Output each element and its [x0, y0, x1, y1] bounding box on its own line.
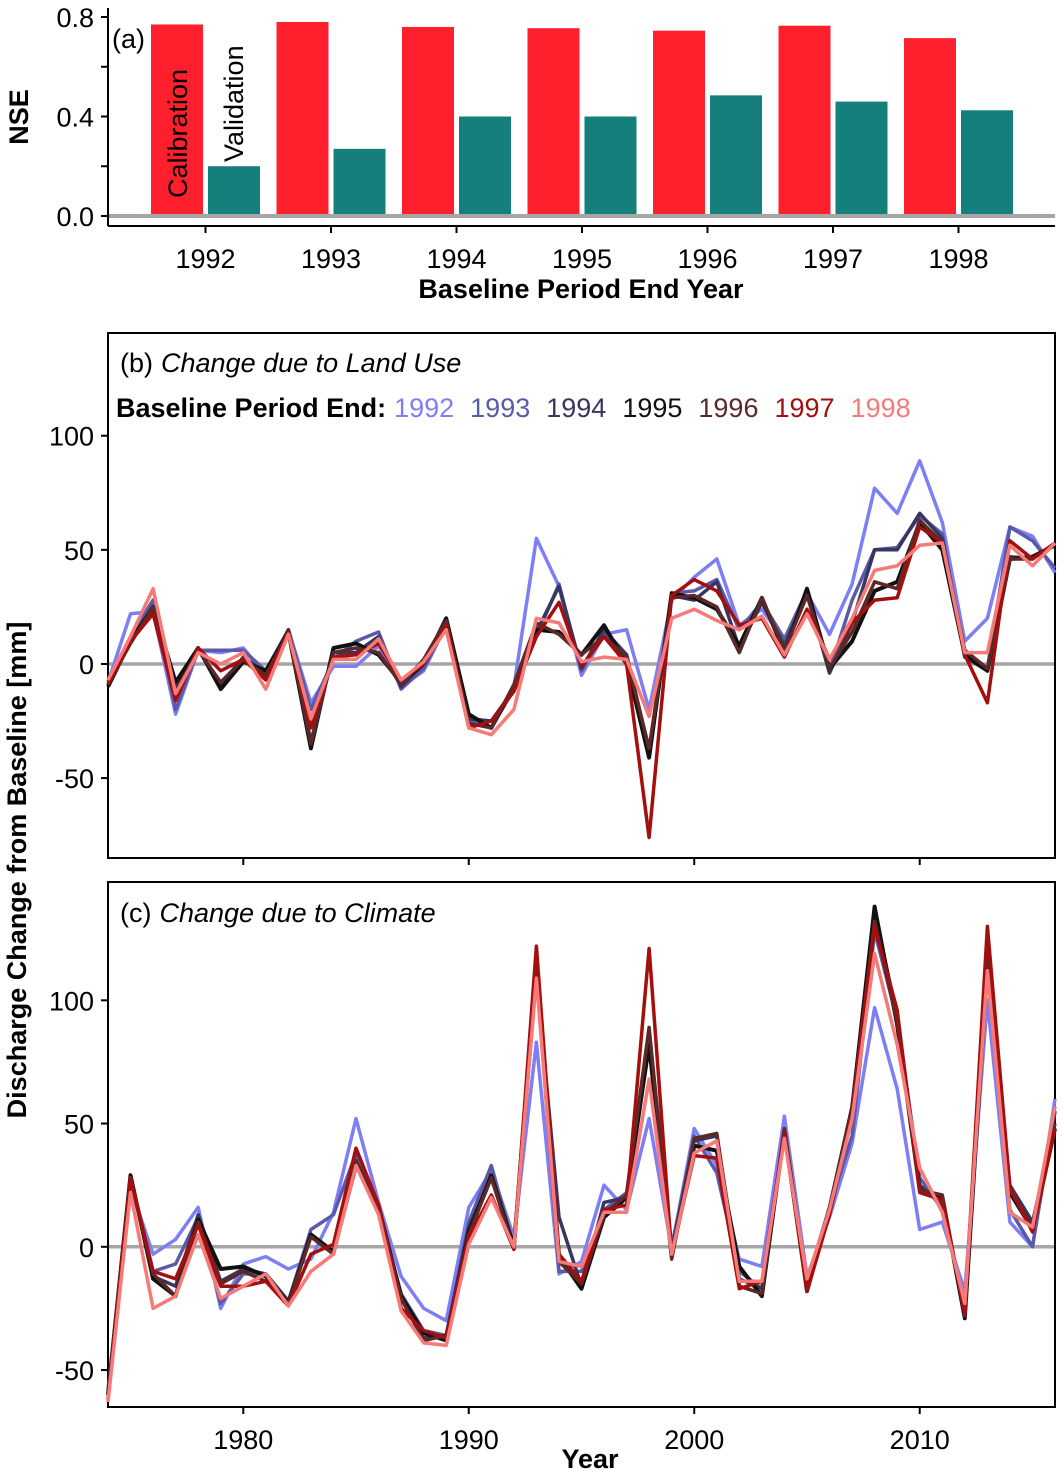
y-tick-label-0.8: 0.8: [56, 3, 94, 33]
x-tick-label-1995: 1995: [552, 244, 612, 274]
legend-item-1992: 1992: [394, 393, 454, 423]
bar-validation-1994: [459, 116, 511, 216]
calibration-bar-label: Calibration: [163, 69, 193, 198]
y-tick-label-50: 50: [64, 1110, 94, 1140]
series-line-1996: [106, 518, 1057, 751]
panel-a-y-label: NSE: [4, 89, 34, 145]
series-line-1997: [106, 924, 1057, 1400]
panel-c-x-ticks: 1980 1990 2000 2010: [213, 1407, 950, 1455]
x-tick-label-2000: 2000: [664, 1425, 724, 1455]
panel-c-title: Change due to Climate: [159, 898, 435, 928]
x-tick-label-1980: 1980: [213, 1425, 273, 1455]
panel-c-heading: (c) Change due to Climate: [120, 898, 436, 928]
panel-c-tag: (c): [120, 898, 151, 928]
y-tick-label-50: 50: [64, 536, 94, 566]
validation-bar-label: Validation: [219, 45, 249, 162]
panel-a-bars: [151, 21, 1013, 217]
series-line-1997: [106, 525, 1057, 840]
series-line-1998: [106, 951, 1057, 1403]
series-line-1993: [106, 929, 1057, 1395]
panel-b-x-ticks: [242, 858, 921, 865]
legend-item-1997: 1997: [774, 393, 834, 423]
y-tick-label-0: 0: [79, 650, 94, 680]
x-tick-label-1996: 1996: [677, 244, 737, 274]
x-axis-label: Year: [561, 1444, 619, 1472]
bar-calibration-1996: [653, 30, 705, 217]
bar-validation-1992: [208, 166, 260, 216]
panel-a-tag: (a): [112, 24, 145, 54]
legend-item-1995: 1995: [622, 393, 682, 423]
panel-b-land-use-chart: -50 0 50 100 (b) Change due to Land Use Base…: [49, 332, 1057, 865]
panel-b-y-ticks: -50 0 50 100: [49, 422, 108, 794]
bar-calibration-1995: [527, 28, 580, 216]
y-tick-label-0.4: 0.4: [56, 103, 94, 133]
panel-b-series-lines: [106, 459, 1057, 840]
panel-a-y-ticks: 0.0 0.4 0.8: [56, 3, 108, 232]
legend-title: Baseline Period End:: [116, 393, 386, 423]
series-line-1992: [106, 998, 1057, 1390]
x-tick-label-1994: 1994: [426, 244, 486, 274]
bar-calibration-1993: [276, 21, 329, 216]
panel-b-legend: Baseline Period End: 1992 1993 1994 1995 1996…: [116, 393, 911, 423]
series-line-1992: [106, 459, 1057, 730]
x-tick-label-1990: 1990: [439, 1425, 499, 1455]
panel-a-x-ticks: 1992 1993 1994 1995 1996 1997 1998: [175, 226, 989, 274]
panel-b-heading: (b) Change due to Land Use: [120, 348, 461, 378]
series-line-1996: [106, 919, 1057, 1395]
panel-a-nse-bar-chart: 0.0 0.4 0.8 1992 1993 1994 1995 1996 1997 1998 (…: [4, 3, 1055, 304]
x-tick-label-1998: 1998: [928, 244, 988, 274]
bar-calibration-1998: [904, 38, 956, 216]
legend-item-1994: 1994: [546, 393, 606, 423]
bar-validation-1998: [961, 110, 1013, 216]
x-tick-label-1997: 1997: [803, 244, 863, 274]
bar-calibration-1992: [151, 24, 203, 217]
bar-validation-1997: [835, 101, 888, 216]
y-tick-label--50: -50: [55, 764, 94, 794]
legend-item-1998: 1998: [851, 393, 911, 423]
y-tick-label-100: 100: [49, 422, 94, 452]
y-axis-label: Discharge Change from Baseline [mm]: [2, 622, 32, 1119]
bar-calibration-1997: [778, 25, 831, 216]
y-tick-label--50: -50: [55, 1356, 94, 1386]
panel-c-y-ticks: -50 0 50 100: [49, 986, 108, 1386]
panel-b-title: Change due to Land Use: [161, 348, 461, 378]
panel-c-climate-chart: -50 0 50 100 1980 1990 2000 2010 (c) Change due…: [49, 881, 1057, 1472]
y-tick-label-0: 0: [79, 1233, 94, 1263]
series-line-1995: [106, 520, 1056, 760]
bar-calibration-1994: [402, 26, 454, 217]
panel-c-series-lines: [106, 904, 1057, 1403]
x-tick-label-2010: 2010: [890, 1425, 950, 1455]
bar-validation-1993: [333, 148, 386, 216]
y-tick-label-0.0: 0.0: [56, 202, 94, 232]
x-tick-label-1992: 1992: [175, 244, 235, 274]
panel-b-frame: [107, 332, 1056, 859]
legend-item-1996: 1996: [698, 393, 758, 423]
bar-validation-1995: [584, 116, 637, 216]
x-tick-label-1993: 1993: [301, 244, 361, 274]
bar-validation-1996: [710, 95, 762, 216]
panel-a-x-label: Baseline Period End Year: [418, 274, 744, 304]
series-line-1998: [106, 541, 1057, 737]
panel-c-frame: [107, 881, 1056, 1408]
legend-item-1993: 1993: [470, 393, 530, 423]
y-tick-label-100: 100: [49, 986, 94, 1016]
panel-b-tag: (b): [120, 348, 153, 378]
